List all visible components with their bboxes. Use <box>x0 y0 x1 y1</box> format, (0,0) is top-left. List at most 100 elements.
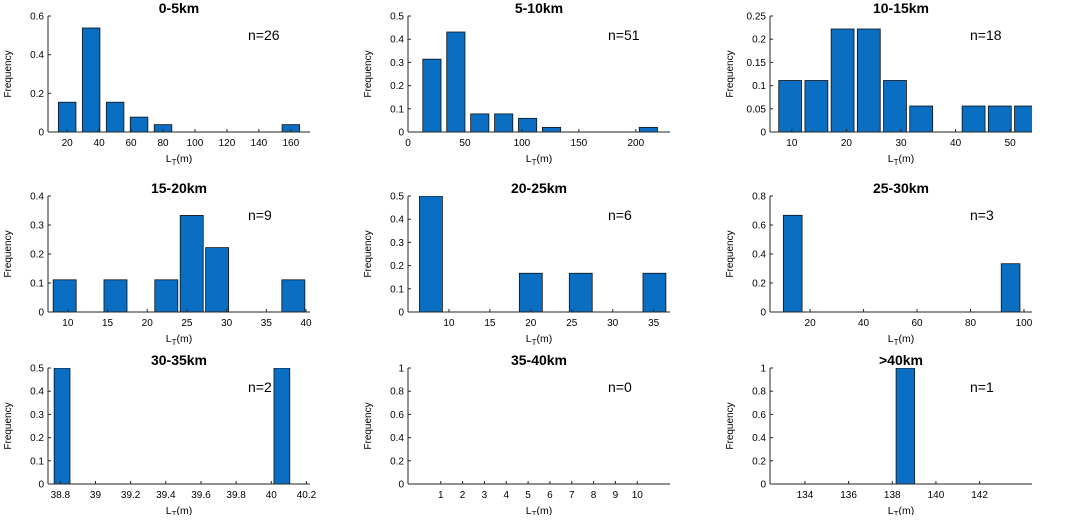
y-axis-label: Frequency <box>3 230 14 277</box>
sample-count-annotation: n=9 <box>248 207 272 223</box>
x-tick-label: 50 <box>459 138 471 149</box>
x-axis-label: LT(m) <box>888 153 914 167</box>
y-tick-label: 0.3 <box>30 410 44 421</box>
bar-1 <box>782 214 803 312</box>
y-tick-label: 0.05 <box>747 104 767 115</box>
y-tick-label: 0.2 <box>752 35 766 46</box>
bar-7 <box>638 126 658 132</box>
bar-4 <box>642 272 667 312</box>
sample-count-annotation: n=0 <box>608 379 632 395</box>
bar-6 <box>542 126 562 132</box>
y-tick-label: 0 <box>398 128 404 139</box>
y-tick-label: 0.4 <box>30 50 44 61</box>
bars <box>57 27 301 132</box>
bar-2 <box>81 27 101 132</box>
y-tick-label: 0.2 <box>30 433 44 444</box>
x-tick-label: 2 <box>460 490 466 501</box>
x-axis-label: LT(m) <box>166 153 192 167</box>
y-tick-label: 0.6 <box>390 410 404 421</box>
x-tick-label: 138 <box>884 490 901 501</box>
bar-1 <box>53 368 71 484</box>
x-axis-label: LT(m) <box>526 153 552 167</box>
subplot-9: 0 0.2 0.4 0.6 0.8 1 134 136 138 140 142 >40km n=1 LT(… <box>725 352 1032 519</box>
bars <box>53 368 291 484</box>
y-axis-label: Frequency <box>725 50 736 97</box>
y-tick-label: 0.1 <box>30 279 44 290</box>
x-tick-label: 25 <box>181 318 193 329</box>
bar-3 <box>470 113 490 132</box>
y-tick-label: 0.4 <box>390 433 404 444</box>
x-tick-label: 10 <box>62 318 74 329</box>
y-tick-label: 0.4 <box>30 387 44 398</box>
x-tick-label: 6 <box>547 490 553 501</box>
y-tick-label: 0.3 <box>390 238 404 249</box>
x-tick-label: 30 <box>895 138 907 149</box>
x-tick-label: 80 <box>157 138 169 149</box>
bar-3 <box>830 28 855 132</box>
x-axis-label: LT(m) <box>526 333 552 347</box>
y-tick-label: 0.8 <box>752 387 766 398</box>
y-axis-label: Frequency <box>363 402 374 449</box>
x-tick-label: 9 <box>613 490 619 501</box>
y-tick-label: 0.1 <box>390 284 404 295</box>
x-tick-label: 150 <box>571 138 588 149</box>
y-tick-label: 0.6 <box>752 221 766 232</box>
bars <box>778 28 1032 132</box>
x-tick-label: 200 <box>627 138 644 149</box>
sample-count-annotation: n=6 <box>608 207 632 223</box>
y-axis-label: Frequency <box>3 402 14 449</box>
x-tick-label: 142 <box>971 490 988 501</box>
bar-2 <box>273 368 291 484</box>
x-tick-label: 20 <box>525 318 537 329</box>
x-tick-label: 10 <box>632 490 644 501</box>
subplot-6: 0 0.2 0.4 0.6 0.8 20 40 60 80 100 25-30km n=3 LT(m) F… <box>725 180 1033 347</box>
subplot-8: 0 0.2 0.4 0.6 0.8 1 1 2 3 4 5 6 7 8 9 10 35-40km n=0 LT(m)… <box>363 352 670 519</box>
x-tick-label: 10 <box>443 318 455 329</box>
x-tick-label: 140 <box>928 490 945 501</box>
y-tick-label: 0.3 <box>390 58 404 69</box>
subplot-2: 0 0.1 0.2 0.3 0.4 0.5 0 50 100 150 200 5-10km n=51 LT… <box>363 0 670 167</box>
bar-3 <box>568 272 593 312</box>
bar-6 <box>909 105 934 132</box>
y-axis-label: Frequency <box>3 50 14 97</box>
x-tick-label: 30 <box>607 318 619 329</box>
y-tick-label: 0.8 <box>752 192 766 203</box>
sample-count-annotation: n=3 <box>970 207 994 223</box>
bar-1 <box>52 279 77 312</box>
x-axis-label: LT(m) <box>166 505 192 515</box>
y-tick-label: 0.5 <box>390 192 404 203</box>
bar-3 <box>105 101 125 132</box>
y-axis-label: Frequency <box>363 230 374 277</box>
bar-3 <box>154 279 179 312</box>
x-tick-label: 30 <box>221 318 233 329</box>
y-tick-label: 0.1 <box>390 104 404 115</box>
chart-title: >40km <box>879 352 923 368</box>
bars <box>419 196 667 312</box>
bar-4 <box>129 116 149 132</box>
y-tick-label: 0.2 <box>390 261 404 272</box>
x-tick-label: 39.4 <box>156 490 176 501</box>
y-tick-label: 0.4 <box>390 35 404 46</box>
x-tick-label: 40 <box>266 490 278 501</box>
chart-title: 10-15km <box>873 0 929 16</box>
x-tick-label: 39.6 <box>191 490 211 501</box>
x-tick-label: 20 <box>841 138 853 149</box>
bar-1 <box>57 101 77 132</box>
y-tick-label: 0 <box>760 308 766 319</box>
x-tick-label: 134 <box>797 490 814 501</box>
x-tick-label: 25 <box>566 318 578 329</box>
x-tick-label: 60 <box>126 138 138 149</box>
chart-title: 5-10km <box>515 0 563 16</box>
bar-2 <box>804 80 829 132</box>
x-tick-label: 0 <box>405 138 411 149</box>
x-tick-label: 40 <box>300 318 312 329</box>
y-tick-label: 0.4 <box>752 250 766 261</box>
y-tick-label: 0 <box>398 308 404 319</box>
x-tick-label: 35 <box>648 318 660 329</box>
bar-1 <box>422 58 442 132</box>
x-axis-label: LT(m) <box>166 333 192 347</box>
x-tick-label: 120 <box>219 138 236 149</box>
y-tick-label: 0 <box>760 128 766 139</box>
y-tick-label: 0.3 <box>30 221 44 232</box>
bar-4 <box>494 113 514 132</box>
